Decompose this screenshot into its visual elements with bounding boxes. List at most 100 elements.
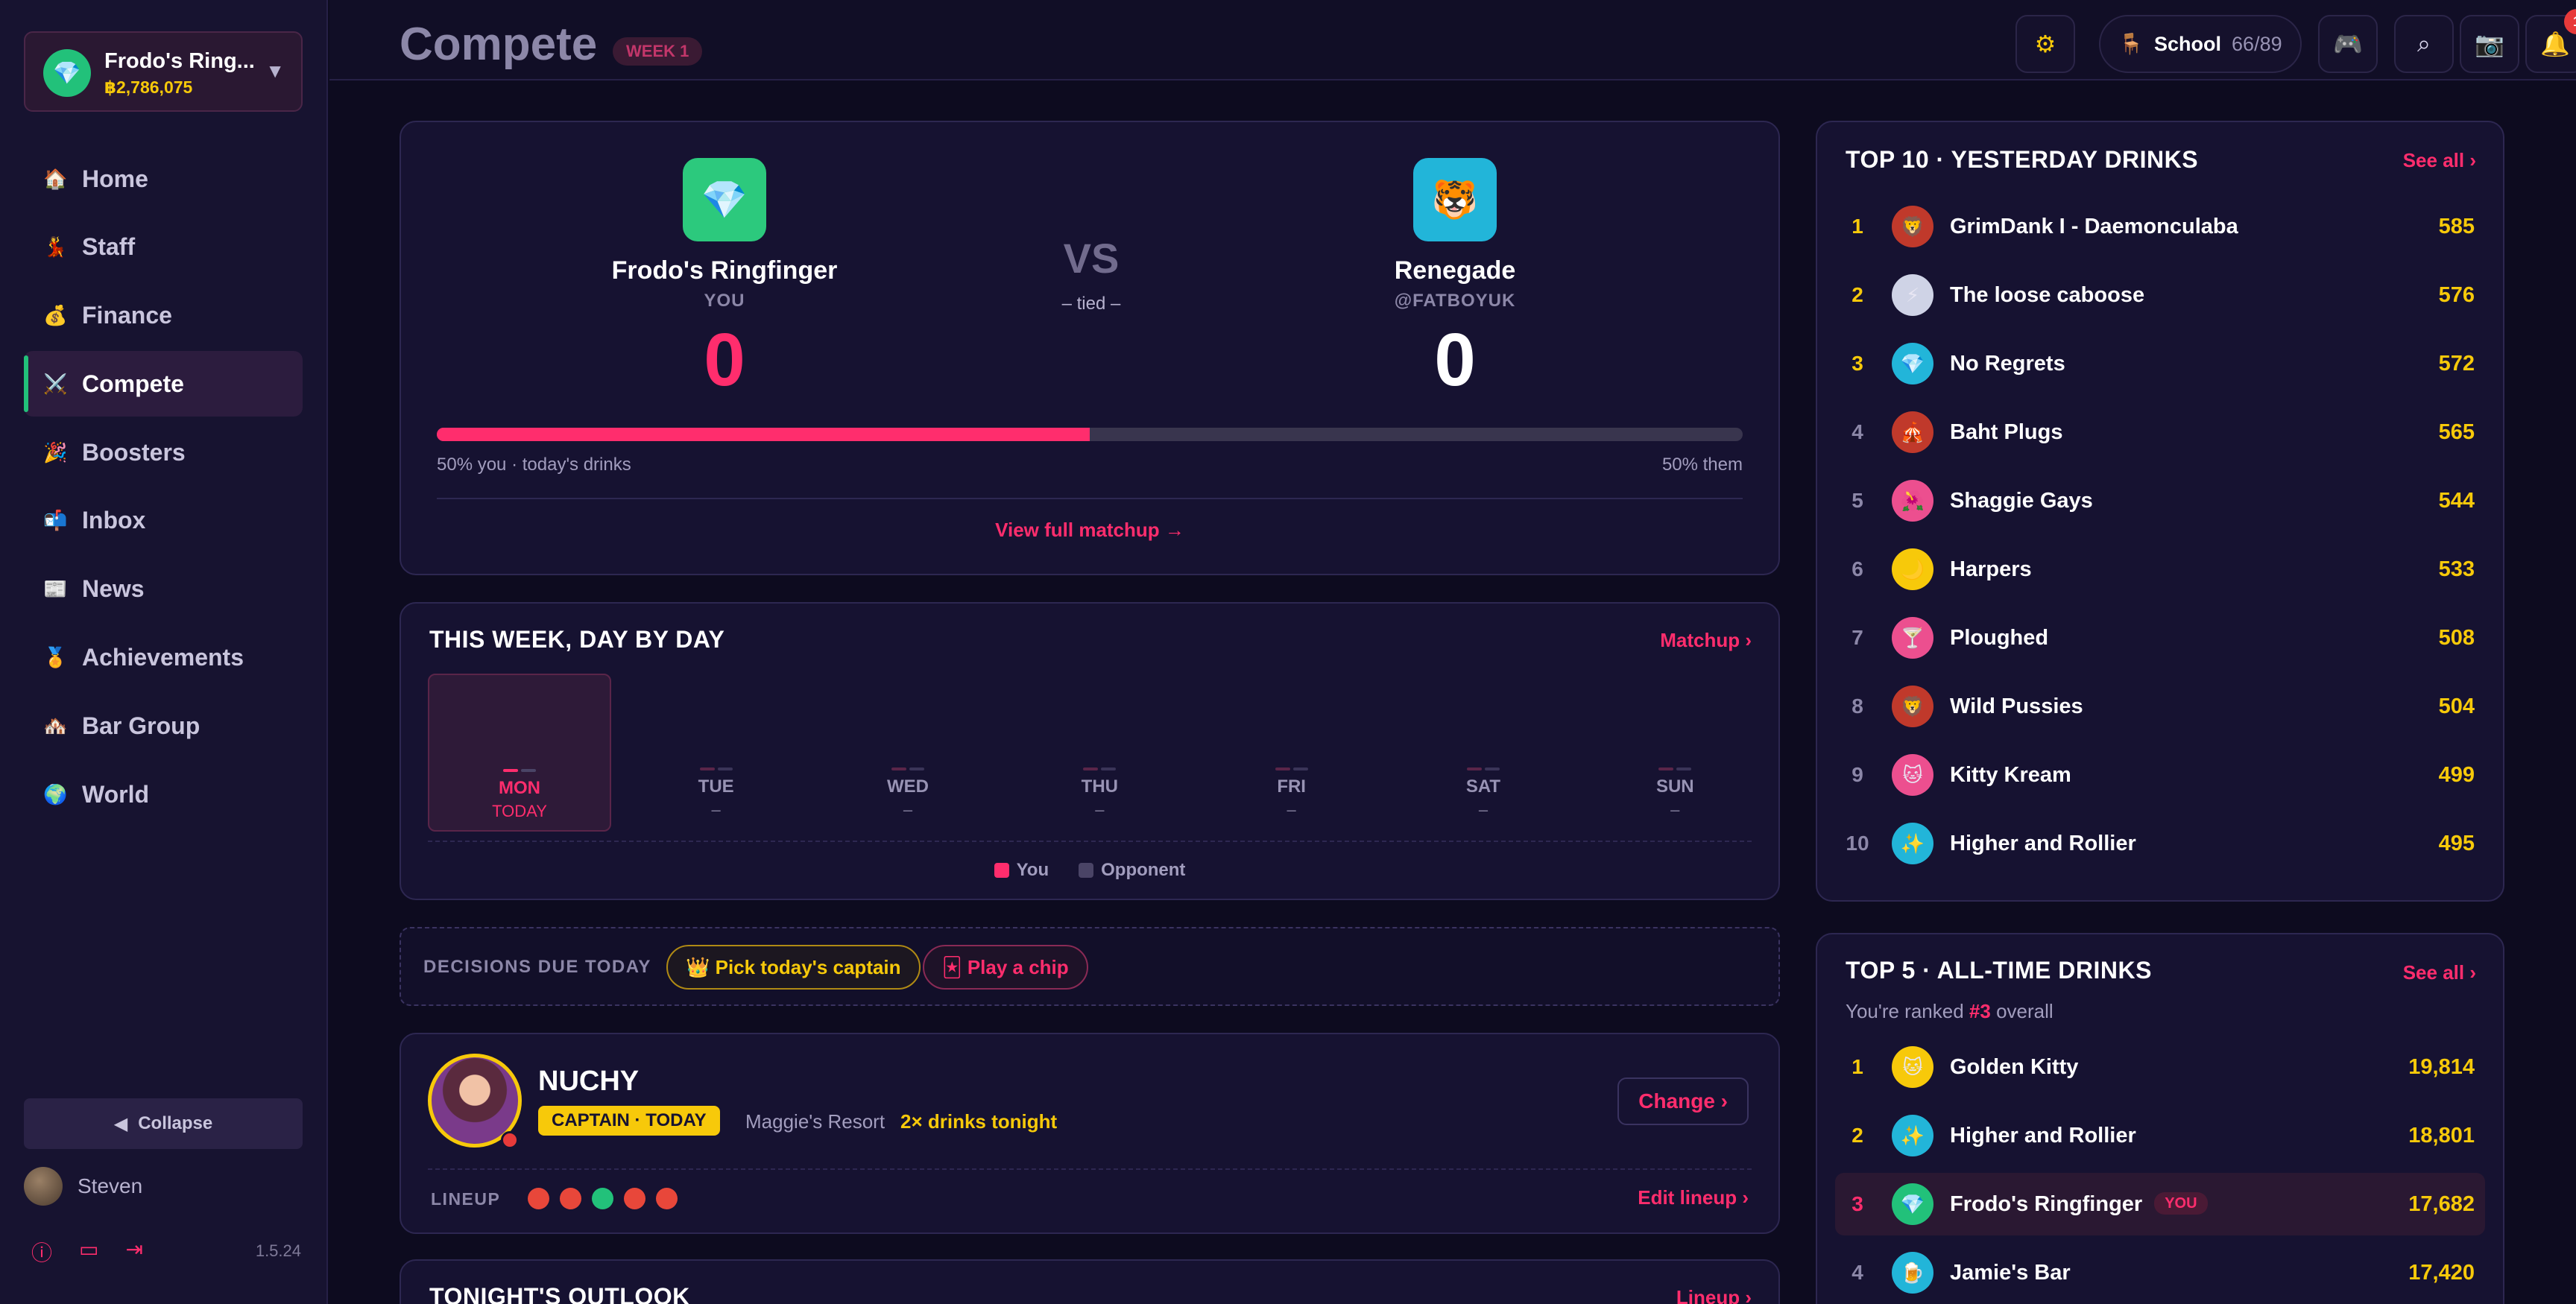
sidebar-item-inbox[interactable]: 📬 Inbox	[24, 488, 303, 554]
bell-icon: 🔔	[2540, 31, 2570, 57]
change-captain-button[interactable]: Change ›	[1617, 1077, 1749, 1125]
help-icon[interactable]: ⓘ	[31, 1241, 53, 1265]
leaderboard-row[interactable]: 1 🐱 Golden Kitty 19,814	[1835, 1036, 2485, 1098]
school-button[interactable]: 🪑 School 66/89	[2099, 15, 2302, 73]
lineup-dot[interactable]	[624, 1188, 645, 1209]
camera-button[interactable]: 📷	[2460, 15, 2519, 73]
sidebar-item-compete[interactable]: ⚔️ Compete	[24, 351, 303, 417]
play-chip-button[interactable]: 🃏 Play a chip	[923, 945, 1088, 990]
view-full-matchup-link[interactable]: View full matchup →	[995, 519, 1184, 541]
account-avatar: 💎	[43, 49, 91, 97]
account-switcher[interactable]: 💎 Frodo's Ring... ฿2,786,075 ▼	[24, 31, 303, 112]
leaderboard-row[interactable]: 2 ✨ Higher and Rollier 18,801	[1835, 1104, 2485, 1167]
leaderboard-row[interactable]: 4 🎪 Baht Plugs 565	[1835, 401, 2485, 463]
day-mini-bars	[1275, 767, 1308, 770]
bar-avatar-icon: 🐱	[1892, 1046, 1933, 1088]
game-button[interactable]: 🎮	[2318, 15, 2378, 73]
chat-icon[interactable]: ▭	[79, 1238, 99, 1261]
search-button[interactable]: ⌕	[2394, 15, 2454, 73]
top5-see-all-link[interactable]: See all ›	[2402, 961, 2476, 984]
sidebar-item-achievements[interactable]: 🏅 Achievements	[24, 625, 303, 691]
drinks-value: 576	[2438, 282, 2475, 307]
day-thu[interactable]: THU –	[1004, 674, 1196, 832]
logout-icon[interactable]: ⇥	[125, 1238, 143, 1261]
sidebar-item-home[interactable]: 🏠 Home	[24, 146, 303, 212]
bar-avatar-icon: 🍺	[1892, 1252, 1933, 1294]
leaderboard-row[interactable]: 6 🌙 Harpers 533	[1835, 538, 2485, 601]
lineup-dot[interactable]	[592, 1188, 613, 1209]
legend-opponent: Opponent	[1079, 860, 1185, 881]
leaderboard-row[interactable]: 4 🍺 Jamie's Bar 17,420	[1835, 1241, 2485, 1304]
leaderboard-row[interactable]: 1 🦁 GrimDank I - Daemonculaba 585	[1835, 195, 2485, 258]
week-badge: WEEK 1	[613, 37, 703, 66]
leaderboard-row[interactable]: 7 🍸 Ploughed 508	[1835, 607, 2485, 669]
divider	[428, 1168, 1752, 1170]
day-sun[interactable]: SUN –	[1579, 674, 1771, 832]
sidebar-item-staff[interactable]: 💃 Staff	[24, 215, 303, 280]
you-tag: YOU	[2154, 1191, 2208, 1215]
sidebar-item-news[interactable]: 📰 News	[24, 557, 303, 622]
bar-avatar-icon: 💎	[1892, 343, 1933, 384]
bar-avatar-icon: 🌙	[1892, 548, 1933, 590]
day-fri[interactable]: FRI –	[1196, 674, 1387, 832]
bar-avatar-icon: 🍸	[1892, 617, 1933, 659]
captain-avatar[interactable]	[428, 1054, 522, 1148]
leaderboard-row[interactable]: 3 💎 Frodo's Ringfinger YOU 17,682	[1835, 1173, 2485, 1235]
day-mon[interactable]: MON TODAY	[428, 674, 611, 832]
team-them-name: Renegade	[1394, 256, 1516, 285]
bar-name: Ploughed	[1950, 625, 2049, 650]
outlook-lineup-link[interactable]: Lineup ›	[1676, 1286, 1752, 1304]
drinks-value: 19,814	[2408, 1054, 2475, 1079]
rank: 5	[1852, 489, 1863, 512]
gear-icon: ⚙	[2034, 31, 2056, 57]
newspaper-icon: 📰	[43, 577, 68, 601]
collapse-label: Collapse	[138, 1113, 213, 1133]
sidebar-item-label: Boosters	[82, 438, 186, 466]
rank: 4	[1852, 420, 1863, 443]
sidebar-item-finance[interactable]: 💰 Finance	[24, 283, 303, 349]
bar-name: The loose caboose	[1950, 282, 2145, 307]
rank-value: #3	[1969, 1000, 1991, 1022]
top10-see-all-link[interactable]: See all ›	[2402, 149, 2476, 171]
team-them-handle: @FATBOYUK	[1394, 291, 1516, 311]
day-tue[interactable]: TUE –	[620, 674, 812, 832]
matchup-link[interactable]: Matchup ›	[1660, 629, 1752, 651]
split-right-label: 50% them	[1661, 455, 1743, 475]
sidebar-item-world[interactable]: 🌍 World	[24, 762, 303, 827]
user-profile[interactable]: Steven	[24, 1167, 142, 1206]
rank-note: You're ranked #3 overall	[1846, 1000, 2053, 1022]
leaderboard-row[interactable]: 10 ✨ Higher and Rollier 495	[1835, 812, 2485, 875]
leaderboard-row[interactable]: 5 🌺 Shaggie Gays 544	[1835, 469, 2485, 532]
sidebar-item-label: World	[82, 780, 150, 808]
day-mini-bars	[1466, 767, 1500, 770]
lineup-dot[interactable]	[560, 1188, 581, 1209]
leaderboard-row[interactable]: 3 💎 No Regrets 572	[1835, 332, 2485, 395]
notifications-button[interactable]: 🔔 1	[2525, 9, 2576, 73]
day-mini-bars	[891, 767, 924, 770]
day-value: –	[1095, 800, 1105, 819]
medal-icon: 🏅	[43, 646, 68, 669]
collapse-button[interactable]: ◀ Collapse	[24, 1098, 303, 1149]
divider	[428, 841, 1752, 842]
sidebar-item-boosters[interactable]: 🎉 Boosters	[24, 420, 303, 485]
pick-captain-button[interactable]: 👑 Pick today's captain	[666, 945, 921, 990]
leaderboard-row[interactable]: 9 🐱 Kitty Kream 499	[1835, 744, 2485, 806]
edit-lineup-link[interactable]: Edit lineup ›	[1638, 1186, 1749, 1209]
sidebar-item-label: Staff	[82, 233, 136, 261]
sidebar-item-bar-group[interactable]: 🏘️ Bar Group	[24, 693, 303, 759]
lineup-dot[interactable]	[656, 1188, 678, 1209]
leaderboard-row[interactable]: 8 🦁 Wild Pussies 504	[1835, 675, 2485, 738]
day-sat[interactable]: SAT –	[1387, 674, 1579, 832]
matchup-card: 💎 Frodo's Ringfinger YOU 0 VS – tied – 🐯…	[400, 121, 1780, 575]
captain-name: NUCHY	[538, 1066, 640, 1097]
leaderboard-row[interactable]: 2 ⚡ The loose caboose 576	[1835, 264, 2485, 326]
houses-icon: 🏘️	[43, 714, 68, 737]
rank: 3	[1852, 352, 1863, 375]
drinks-value: 572	[2438, 351, 2475, 376]
day-wed[interactable]: WED –	[812, 674, 1003, 832]
day-name: SAT	[1465, 776, 1501, 797]
lineup-dot[interactable]	[528, 1188, 549, 1209]
settings-button[interactable]: ⚙	[2015, 15, 2075, 73]
chevron-left-icon: ◀	[113, 1113, 128, 1134]
day-value: –	[1287, 800, 1296, 819]
